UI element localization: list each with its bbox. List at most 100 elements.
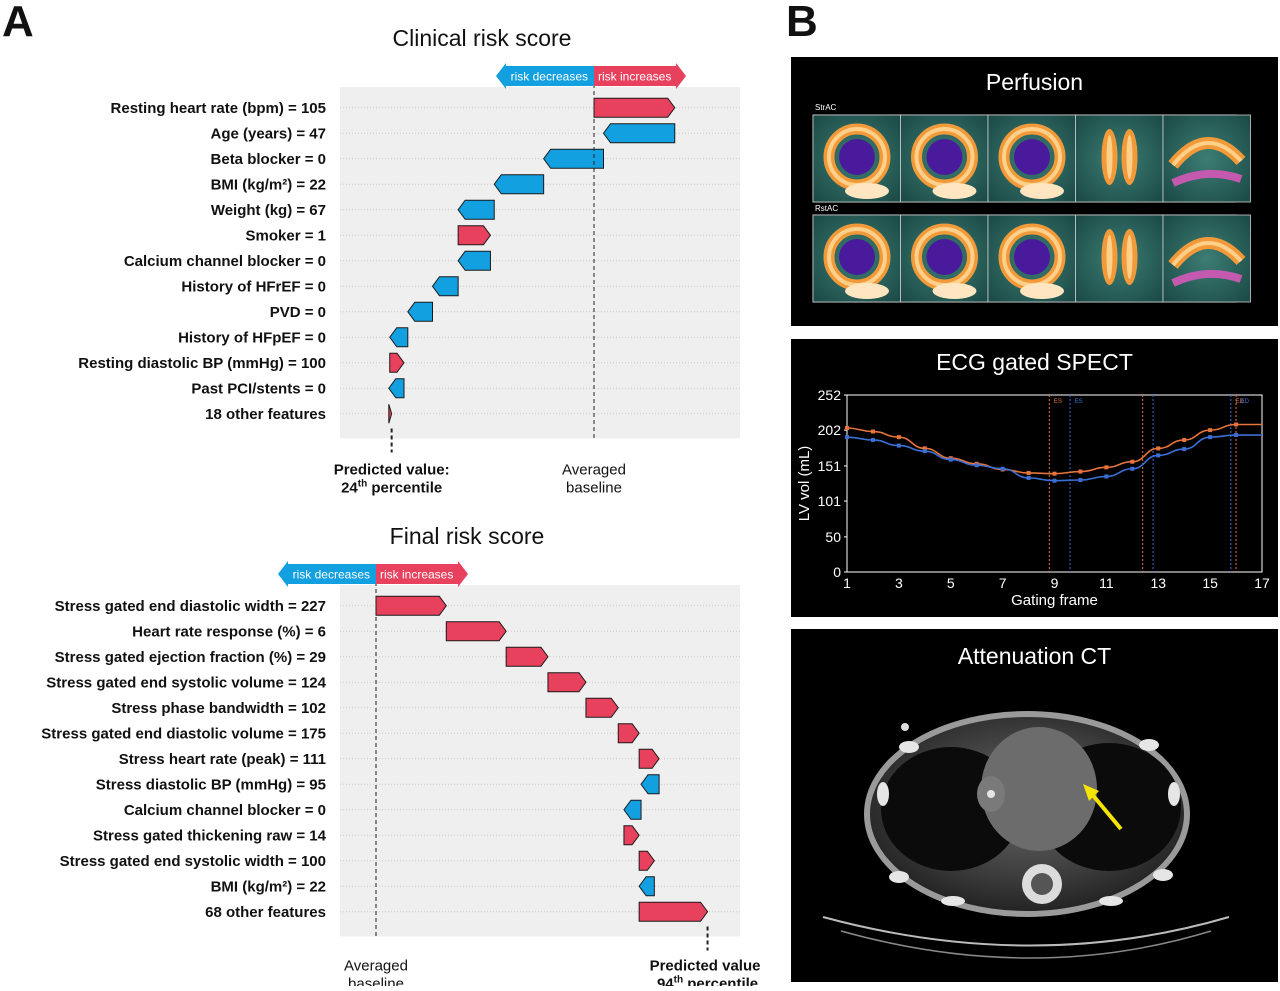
spect-plot-frame xyxy=(846,394,1263,573)
prediction-percentile: 94th percentile xyxy=(657,975,758,987)
increase-bar xyxy=(638,901,709,922)
waterfall-svg: Stress gated end diastolic width = 227 He… xyxy=(41,561,765,991)
volume-point xyxy=(896,443,901,448)
baseline-annotation: Averaged baseline xyxy=(562,462,626,497)
plot-background xyxy=(340,585,740,937)
feature-label: BMI (kg/m²) = 22 xyxy=(211,878,326,895)
volume-point xyxy=(1156,446,1161,451)
prediction-annotation: Predicted value: xyxy=(650,958,760,975)
volume-point xyxy=(845,426,849,431)
perfusion-images xyxy=(812,114,1251,303)
feature-label: Resting heart rate (bpm) = 105 xyxy=(111,100,326,117)
volume-point xyxy=(1130,466,1135,471)
increase-bar xyxy=(388,404,393,424)
perfusion-row2-label: RstAC xyxy=(815,204,839,213)
feature-label: Stress gated end diastolic width = 227 xyxy=(55,598,326,615)
volume-point xyxy=(948,457,953,462)
prediction-annotation: Predicted value: xyxy=(334,462,450,479)
decrease-bar xyxy=(638,876,655,897)
feature-label: PVD = 0 xyxy=(270,304,326,321)
increase-bar xyxy=(375,595,447,616)
y-tick-label: 151 xyxy=(818,458,842,474)
decrease-bar xyxy=(389,327,409,348)
baseline-annotation: Averaged baseline xyxy=(344,958,408,987)
volume-point xyxy=(974,463,979,468)
feature-label: Stress gated end diastolic volume = 175 xyxy=(41,725,326,742)
feature-label: Calcium channel blocker = 0 xyxy=(124,802,326,819)
risk-decreases-arrow xyxy=(278,561,376,587)
risk-increases-arrow xyxy=(594,63,686,89)
volume-point xyxy=(1000,466,1005,471)
increase-bar xyxy=(389,352,405,373)
decrease-bar xyxy=(431,276,459,297)
feature-label: 68 other features xyxy=(205,904,326,921)
risk-decreases-label: risk decreases xyxy=(293,568,370,582)
feature-label: History of HFpEF = 0 xyxy=(178,329,326,346)
volume-point xyxy=(1234,422,1239,427)
feature-label: Stress heart rate (peak) = 111 xyxy=(119,751,326,768)
final-risk-chart: Stress gated end diastolic width = 227 He… xyxy=(0,558,765,991)
feature-label: Stress gated ejection fraction (%) = 29 xyxy=(55,649,326,666)
prediction-percentile: 24th percentile xyxy=(341,479,442,497)
volume-point xyxy=(1052,478,1057,483)
decrease-bar xyxy=(640,774,660,795)
decrease-bar xyxy=(457,250,491,271)
feature-label: Age (years) = 47 xyxy=(211,125,326,142)
volume-point xyxy=(1208,428,1213,433)
phase-marker-label: ED xyxy=(1235,399,1244,405)
phase-marker-label: ED xyxy=(1241,399,1250,405)
volume-point xyxy=(1182,437,1187,442)
volume-point xyxy=(1104,474,1109,479)
increase-bar xyxy=(457,225,492,246)
panel-a-label: A xyxy=(2,0,34,46)
feature-label: Stress gated thickening raw = 14 xyxy=(93,827,327,844)
volume-point xyxy=(1182,447,1187,452)
increase-bar xyxy=(617,723,640,744)
ct-image xyxy=(822,711,1230,959)
feature-label: Stress gated end systolic volume = 124 xyxy=(46,674,326,691)
increase-bar xyxy=(638,748,660,769)
feature-label: 18 other features xyxy=(205,406,326,423)
volume-point xyxy=(1104,465,1109,470)
volume-point xyxy=(896,435,901,440)
volume-point xyxy=(1078,469,1083,474)
increase-bar xyxy=(638,850,655,871)
x-tick-label: 1 xyxy=(843,575,851,591)
y-tick-label: 101 xyxy=(818,493,842,509)
increase-bar xyxy=(547,672,587,693)
increase-bar xyxy=(505,646,549,667)
x-tick-label: 13 xyxy=(1150,575,1166,591)
perfusion-row1-label: StrAC xyxy=(815,103,837,112)
feature-label: Stress diastolic BP (mmHg) = 95 xyxy=(96,776,326,793)
volume-point xyxy=(922,446,927,451)
feature-label: BMI (kg/m²) = 22 xyxy=(211,176,326,193)
feature-label: Heart rate response (%) = 6 xyxy=(132,623,326,640)
y-axis-label: LV vol (mL) xyxy=(796,446,813,522)
volume-point xyxy=(1234,433,1239,438)
volume-point xyxy=(922,449,927,454)
increase-bar xyxy=(585,697,619,718)
y-tick-label: 0 xyxy=(833,564,841,580)
clinical-chart-title: Clinical risk score xyxy=(392,25,572,51)
increase-bar xyxy=(445,621,507,642)
volume-curve xyxy=(846,434,1262,482)
volume-point xyxy=(1026,470,1031,475)
volume-point xyxy=(1052,471,1057,476)
risk-decreases-arrow xyxy=(496,63,594,89)
phase-marker-label: ES xyxy=(1054,399,1062,405)
clinical-risk-chart: Resting heart rate (bpm) = 105 Age (years… xyxy=(0,60,760,500)
x-tick-label: 17 xyxy=(1254,575,1270,591)
panel-b-label: B xyxy=(786,0,818,46)
x-axis-label: Gating frame xyxy=(1011,592,1098,609)
volume-point xyxy=(870,429,875,434)
decrease-bar xyxy=(457,199,495,220)
feature-label: Past PCI/stents = 0 xyxy=(191,380,326,397)
risk-increases-arrow xyxy=(376,561,468,587)
volume-point xyxy=(1130,459,1135,464)
feature-label: Beta blocker = 0 xyxy=(211,151,326,168)
ct-title: Attenuation CT xyxy=(957,643,1112,669)
x-tick-label: 7 xyxy=(999,575,1007,591)
y-tick-label: 252 xyxy=(818,387,842,403)
decrease-bar xyxy=(543,148,604,169)
